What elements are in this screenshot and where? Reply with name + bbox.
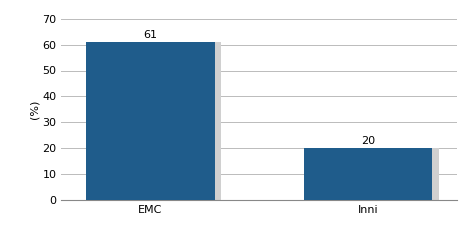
Bar: [304, 148, 432, 200]
Text: 61: 61: [143, 30, 157, 40]
Bar: [86, 42, 215, 200]
Text: 20: 20: [361, 136, 375, 146]
Bar: [215, 42, 221, 200]
Bar: [432, 148, 439, 200]
Y-axis label: (%): (%): [30, 100, 40, 119]
